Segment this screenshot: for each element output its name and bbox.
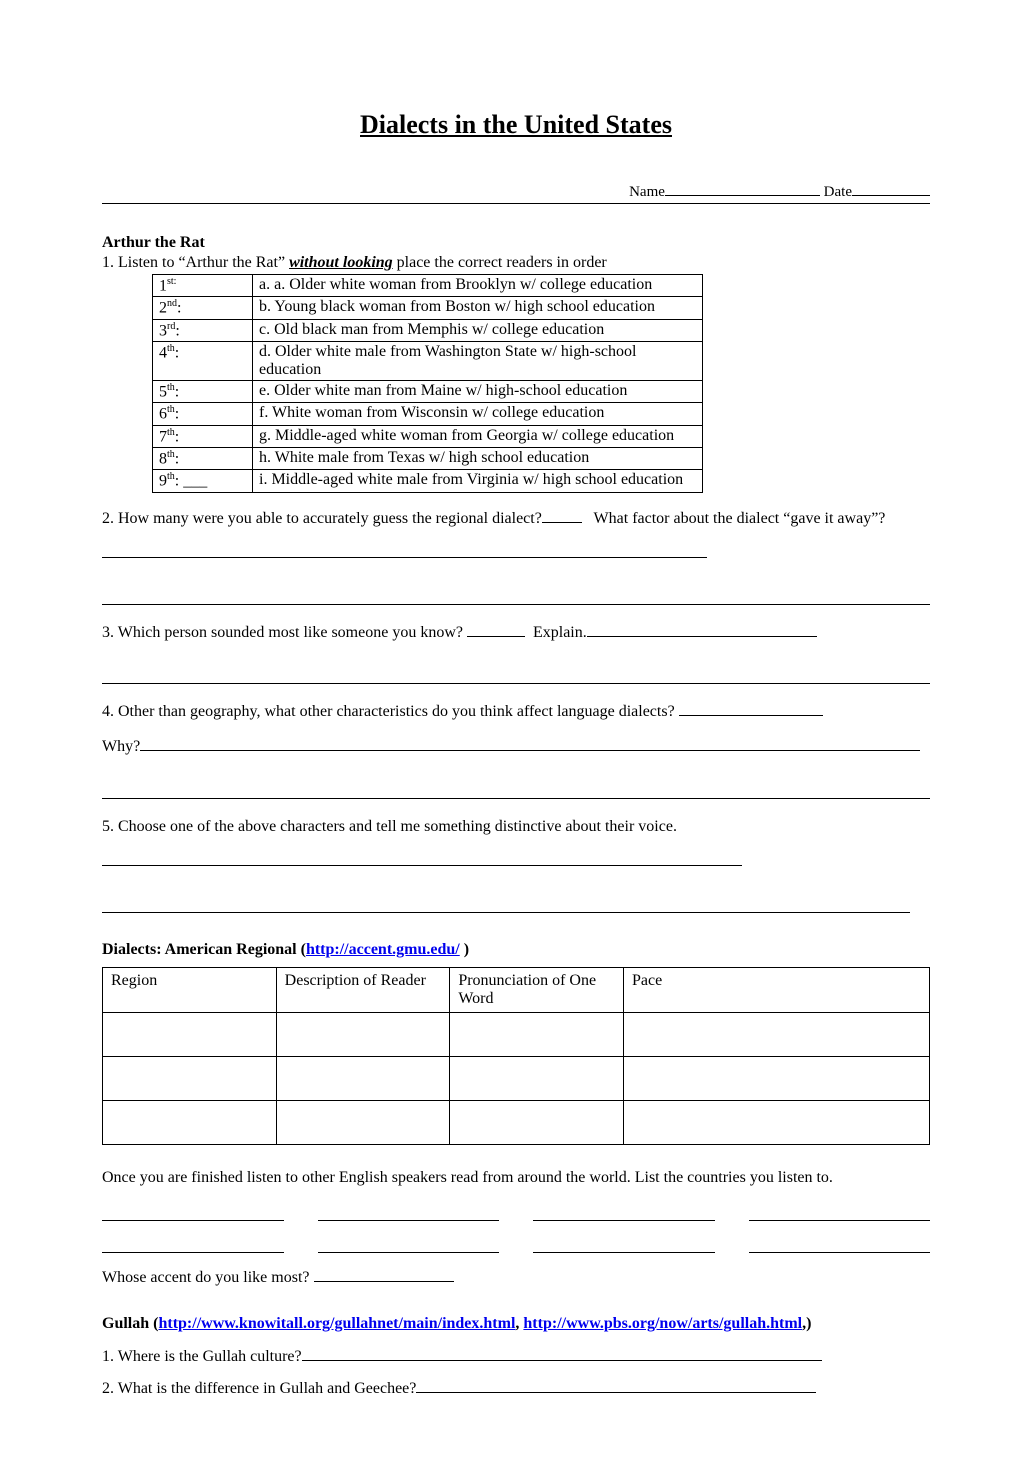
col-pron: Pronunciation of One Word xyxy=(450,967,624,1012)
q3: 3. Which person sounded most like someon… xyxy=(102,615,930,684)
reader-desc: c. Old black man from Memphis w/ college… xyxy=(253,319,703,341)
ordinal-cell: 9th: ___ xyxy=(153,470,253,492)
q4: 4. Other than geography, what other char… xyxy=(102,694,930,798)
q5: 5. Choose one of the above characters an… xyxy=(102,809,930,913)
reader-desc: a. a. Older white woman from Brooklyn w/… xyxy=(253,275,703,297)
col-pace: Pace xyxy=(623,967,929,1012)
ordinal-cell: 4th: xyxy=(153,341,253,380)
name-date-line: Name Date xyxy=(102,184,930,204)
gullah-link-2[interactable]: http://www.pbs.org/now/arts/gullah.html xyxy=(523,1315,802,1332)
ordinal-cell: 8th: xyxy=(153,447,253,469)
ordinal-cell: 2nd: xyxy=(153,297,253,319)
ordinal-cell: 3rd: xyxy=(153,319,253,341)
gullah-link-1[interactable]: http://www.knowitall.org/gullahnet/main/… xyxy=(158,1315,515,1332)
col-desc: Description of Reader xyxy=(276,967,450,1012)
reader-desc: e. Older white man from Maine w/ high-sc… xyxy=(253,380,703,402)
country-blanks-2 xyxy=(102,1235,930,1253)
ordinal-cell: 1st: xyxy=(153,275,253,297)
reader-desc: d. Older white male from Washington Stat… xyxy=(253,341,703,380)
name-label: Name xyxy=(629,184,665,200)
gullah-heading: Gullah (http://www.knowitall.org/gullahn… xyxy=(102,1315,930,1333)
q2: 2. How many were you able to accurately … xyxy=(102,501,930,605)
gullah-q2: 2. What is the difference in Gullah and … xyxy=(102,1373,930,1405)
ordinal-cell: 7th: xyxy=(153,425,253,447)
readers-table: 1st:a. a. Older white woman from Brookly… xyxy=(152,274,703,493)
ordinal-cell: 6th: xyxy=(153,403,253,425)
gullah-q1: 1. Where is the Gullah culture? xyxy=(102,1341,930,1373)
reader-desc: h. White male from Texas w/ high school … xyxy=(253,447,703,469)
reader-desc: f. White woman from Wisconsin w/ college… xyxy=(253,403,703,425)
col-region: Region xyxy=(103,967,277,1012)
page-title: Dialects in the United States xyxy=(102,110,930,140)
ordinal-cell: 5th: xyxy=(153,380,253,402)
reader-desc: g. Middle-aged white woman from Georgia … xyxy=(253,425,703,447)
reader-desc: i. Middle-aged white male from Virginia … xyxy=(253,470,703,492)
regional-table: Region Description of Reader Pronunciati… xyxy=(102,967,930,1145)
regional-posttext: Once you are finished listen to other En… xyxy=(102,1167,930,1189)
regional-heading: Dialects: American Regional (http://acce… xyxy=(102,941,930,959)
accent-question: Whose accent do you like most? xyxy=(102,1269,930,1287)
country-blanks-1 xyxy=(102,1203,930,1221)
arthur-heading: Arthur the Rat xyxy=(102,234,930,252)
date-label: Date xyxy=(824,184,852,200)
q1-text: 1. Listen to “Arthur the Rat” without lo… xyxy=(102,254,930,272)
reader-desc: b. Young black woman from Boston w/ high… xyxy=(253,297,703,319)
regional-link[interactable]: http://accent.gmu.edu/ xyxy=(306,941,460,958)
